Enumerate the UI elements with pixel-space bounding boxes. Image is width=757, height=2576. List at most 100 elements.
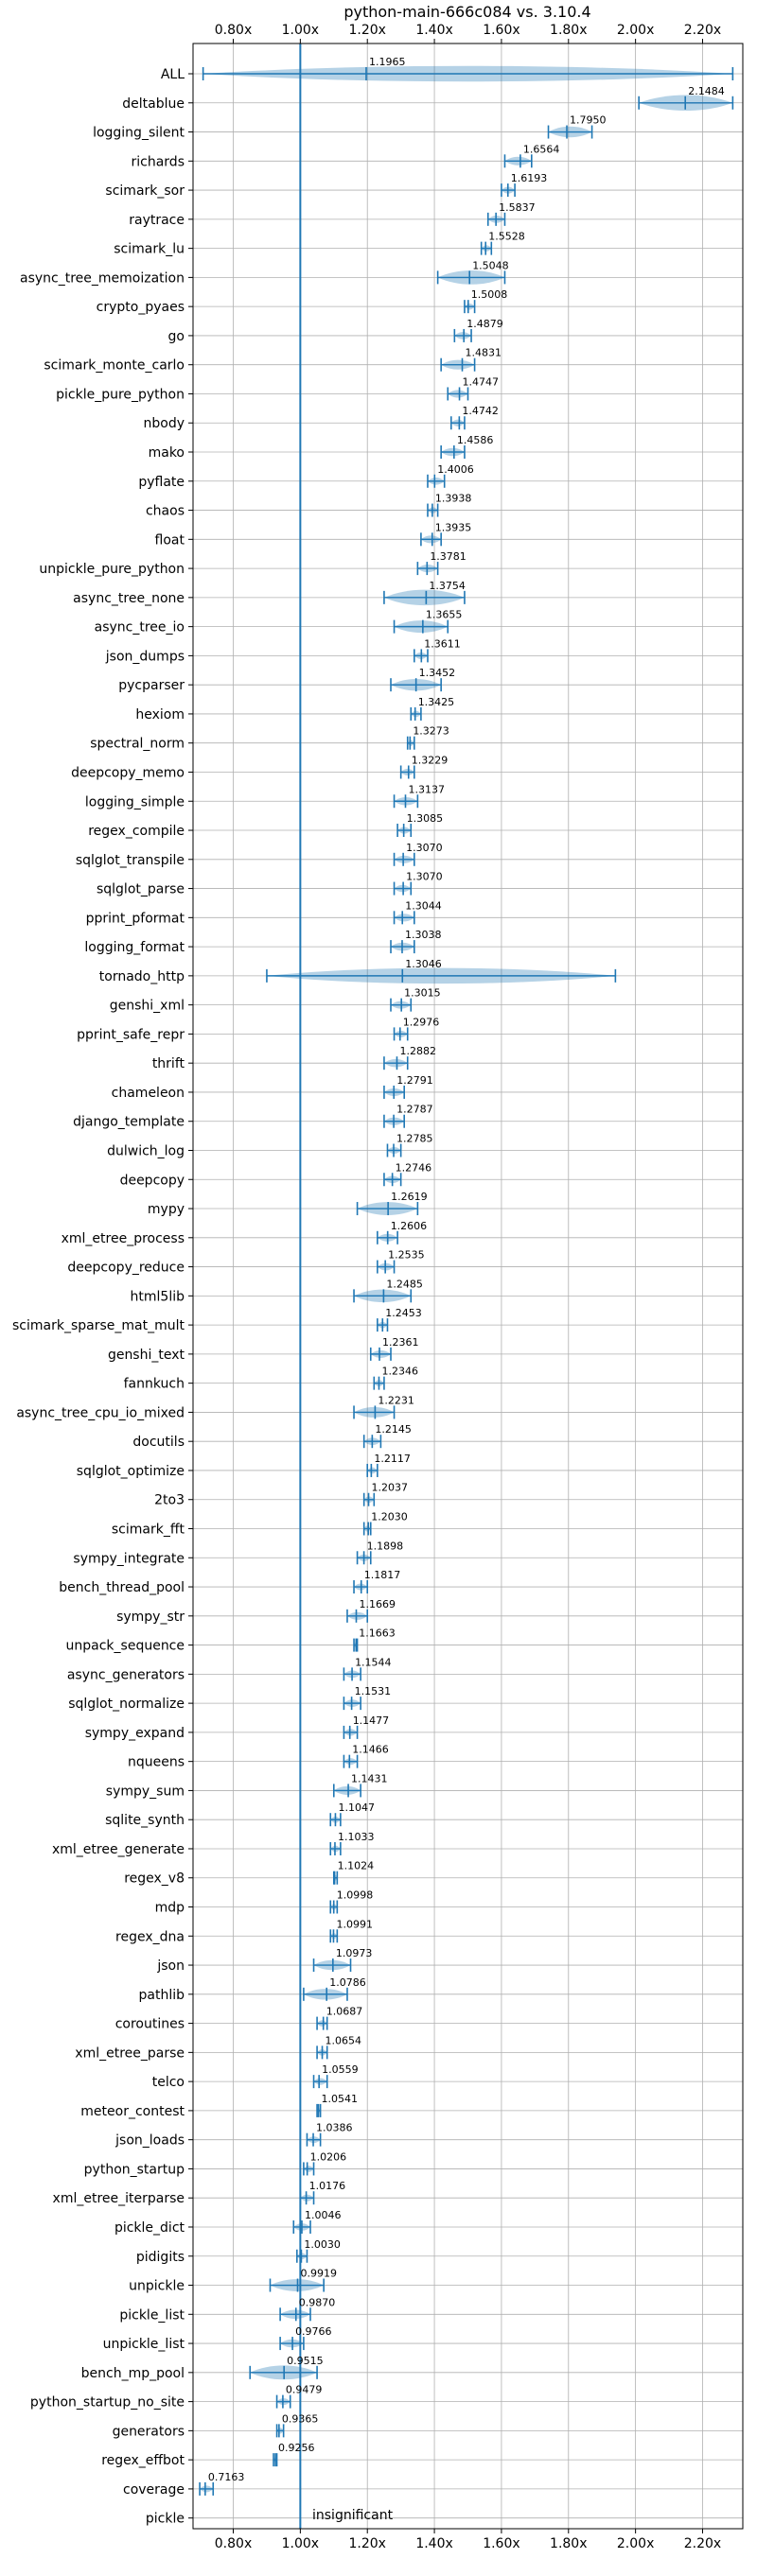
benchmark-label: xml_etree_process bbox=[62, 1231, 185, 1246]
value-label: 1.2231 bbox=[378, 1394, 414, 1406]
value-label: 1.2346 bbox=[381, 1366, 418, 1378]
x-tick-label-top: 1.80x bbox=[550, 23, 587, 38]
benchmark-label: meteor_contest bbox=[80, 2104, 185, 2119]
value-label: 1.2535 bbox=[388, 1249, 425, 1262]
value-label: 1.3085 bbox=[407, 812, 444, 825]
value-label: 1.1477 bbox=[353, 1714, 390, 1727]
benchmark-label: pprint_safe_repr bbox=[77, 1027, 185, 1042]
benchmark-label: genshi_text bbox=[108, 1348, 185, 1363]
value-label: 1.1965 bbox=[369, 56, 406, 68]
benchmark-label: pprint_pformat bbox=[86, 911, 185, 926]
benchmark-label: scimark_sor bbox=[105, 183, 185, 199]
insignificant-annotation: insignificant bbox=[312, 2508, 394, 2523]
benchmark-label: async_tree_io bbox=[95, 620, 185, 635]
value-label: 1.6193 bbox=[511, 172, 548, 184]
benchmark-label: regex_compile bbox=[88, 824, 185, 839]
value-label: 1.3938 bbox=[435, 493, 472, 505]
value-label: 1.3273 bbox=[413, 725, 449, 738]
x-tick-label-bottom: 1.00x bbox=[282, 2536, 319, 2551]
value-label: 1.4879 bbox=[467, 318, 503, 330]
value-label: 1.0687 bbox=[326, 2006, 363, 2018]
benchmark-label: logging_silent bbox=[93, 126, 185, 141]
value-label: 1.2145 bbox=[375, 1423, 412, 1436]
value-label: 0.9766 bbox=[295, 2325, 332, 2338]
axis-layer bbox=[188, 39, 744, 2533]
benchmark-label: deepcopy_reduce bbox=[67, 1261, 185, 1276]
value-label: 1.0998 bbox=[337, 1889, 374, 1902]
benchmark-label: logging_simple bbox=[85, 794, 185, 809]
value-label: 1.1033 bbox=[338, 1831, 375, 1843]
benchmark-label: async_tree_none bbox=[73, 591, 185, 606]
value-label: 1.7950 bbox=[570, 114, 607, 127]
benchmark-label: scimark_fft bbox=[112, 1523, 185, 1538]
x-tick-label-bottom: 2.00x bbox=[617, 2536, 654, 2551]
benchmark-label: regex_dna bbox=[115, 1929, 185, 1944]
benchmark-label: html5lib bbox=[131, 1289, 185, 1304]
value-label: 1.1544 bbox=[355, 1656, 392, 1668]
x-tick-label-top: 1.40x bbox=[415, 23, 452, 38]
benchmark-label: dulwich_log bbox=[107, 1143, 185, 1158]
benchmark-label: deltablue bbox=[122, 96, 185, 112]
value-label: 1.1431 bbox=[351, 1772, 388, 1784]
benchmark-label: async_tree_cpu_io_mixed bbox=[16, 1405, 185, 1420]
value-label: 1.2037 bbox=[372, 1482, 409, 1494]
grid-layer bbox=[193, 44, 743, 2529]
value-label: 1.3038 bbox=[405, 929, 442, 941]
benchmark-label: raytrace bbox=[129, 213, 185, 228]
value-label: 1.4831 bbox=[466, 347, 502, 359]
benchmark-label: pickle_pure_python bbox=[56, 387, 185, 402]
x-tick-label-bottom: 1.80x bbox=[550, 2536, 587, 2551]
value-label: 1.1817 bbox=[364, 1569, 401, 1581]
benchmark-label: float bbox=[155, 532, 185, 548]
value-label: 1.1047 bbox=[338, 1801, 375, 1814]
benchmark-label: sqlglot_transpile bbox=[76, 853, 185, 868]
value-label: 1.2785 bbox=[396, 1132, 433, 1144]
value-label: 1.3611 bbox=[424, 637, 461, 650]
value-label: 1.3044 bbox=[405, 899, 442, 912]
benchmark-label: async_tree_memoization bbox=[20, 270, 185, 286]
value-label: 1.0559 bbox=[322, 2063, 359, 2076]
value-label: 1.3452 bbox=[419, 667, 456, 679]
x-tick-label-top: 1.20x bbox=[348, 23, 385, 38]
value-label: 1.2746 bbox=[396, 1161, 432, 1174]
benchmark-label: async_generators bbox=[67, 1667, 185, 1682]
benchmark-label: bench_thread_pool bbox=[59, 1580, 185, 1595]
benchmark-label: json bbox=[156, 1958, 185, 1974]
benchmark-label: python_startup bbox=[84, 2162, 185, 2177]
value-label: 0.9256 bbox=[278, 2442, 315, 2454]
value-label: 1.2976 bbox=[403, 1016, 440, 1028]
benchmark-label: docutils bbox=[132, 1435, 185, 1450]
value-label: 0.9479 bbox=[286, 2384, 323, 2396]
value-label: 2.1484 bbox=[688, 85, 725, 97]
value-label: 1.0973 bbox=[336, 1947, 373, 1959]
benchmark-label: genshi_xml bbox=[110, 999, 185, 1014]
benchmark-label: coroutines bbox=[115, 2017, 185, 2032]
benchmark-label: scimark_lu bbox=[114, 242, 185, 257]
value-label: 1.0991 bbox=[336, 1918, 373, 1930]
value-label: 1.2117 bbox=[374, 1453, 411, 1465]
benchmark-label: sympy_integrate bbox=[73, 1551, 185, 1566]
benchmark-label: json_loads bbox=[114, 2133, 185, 2149]
value-label: 1.1669 bbox=[359, 1598, 396, 1610]
benchmark-label: mako bbox=[149, 445, 185, 461]
benchmark-label: pickle bbox=[146, 2512, 185, 2527]
benchmark-label: pycparser bbox=[118, 678, 185, 693]
value-label: 0.9919 bbox=[300, 2268, 337, 2280]
benchmark-label: regex_v8 bbox=[124, 1871, 185, 1887]
benchmark-label: xml_etree_generate bbox=[52, 1842, 185, 1857]
value-label: 1.2453 bbox=[385, 1307, 422, 1319]
x-tick-label-top: 2.20x bbox=[684, 23, 721, 38]
value-label: 1.3781 bbox=[430, 550, 467, 563]
benchmark-label: nbody bbox=[144, 416, 185, 431]
violin-layer bbox=[199, 65, 734, 2496]
value-label: 1.3754 bbox=[429, 580, 466, 592]
benchmark-label: 2to3 bbox=[154, 1493, 185, 1508]
benchmark-label: sympy_str bbox=[116, 1610, 185, 1625]
benchmark-label: xml_etree_parse bbox=[75, 2045, 185, 2061]
benchmark-label: crypto_pyaes bbox=[97, 300, 185, 315]
value-label: 1.3655 bbox=[426, 609, 463, 621]
benchmark-label: go bbox=[168, 329, 185, 344]
